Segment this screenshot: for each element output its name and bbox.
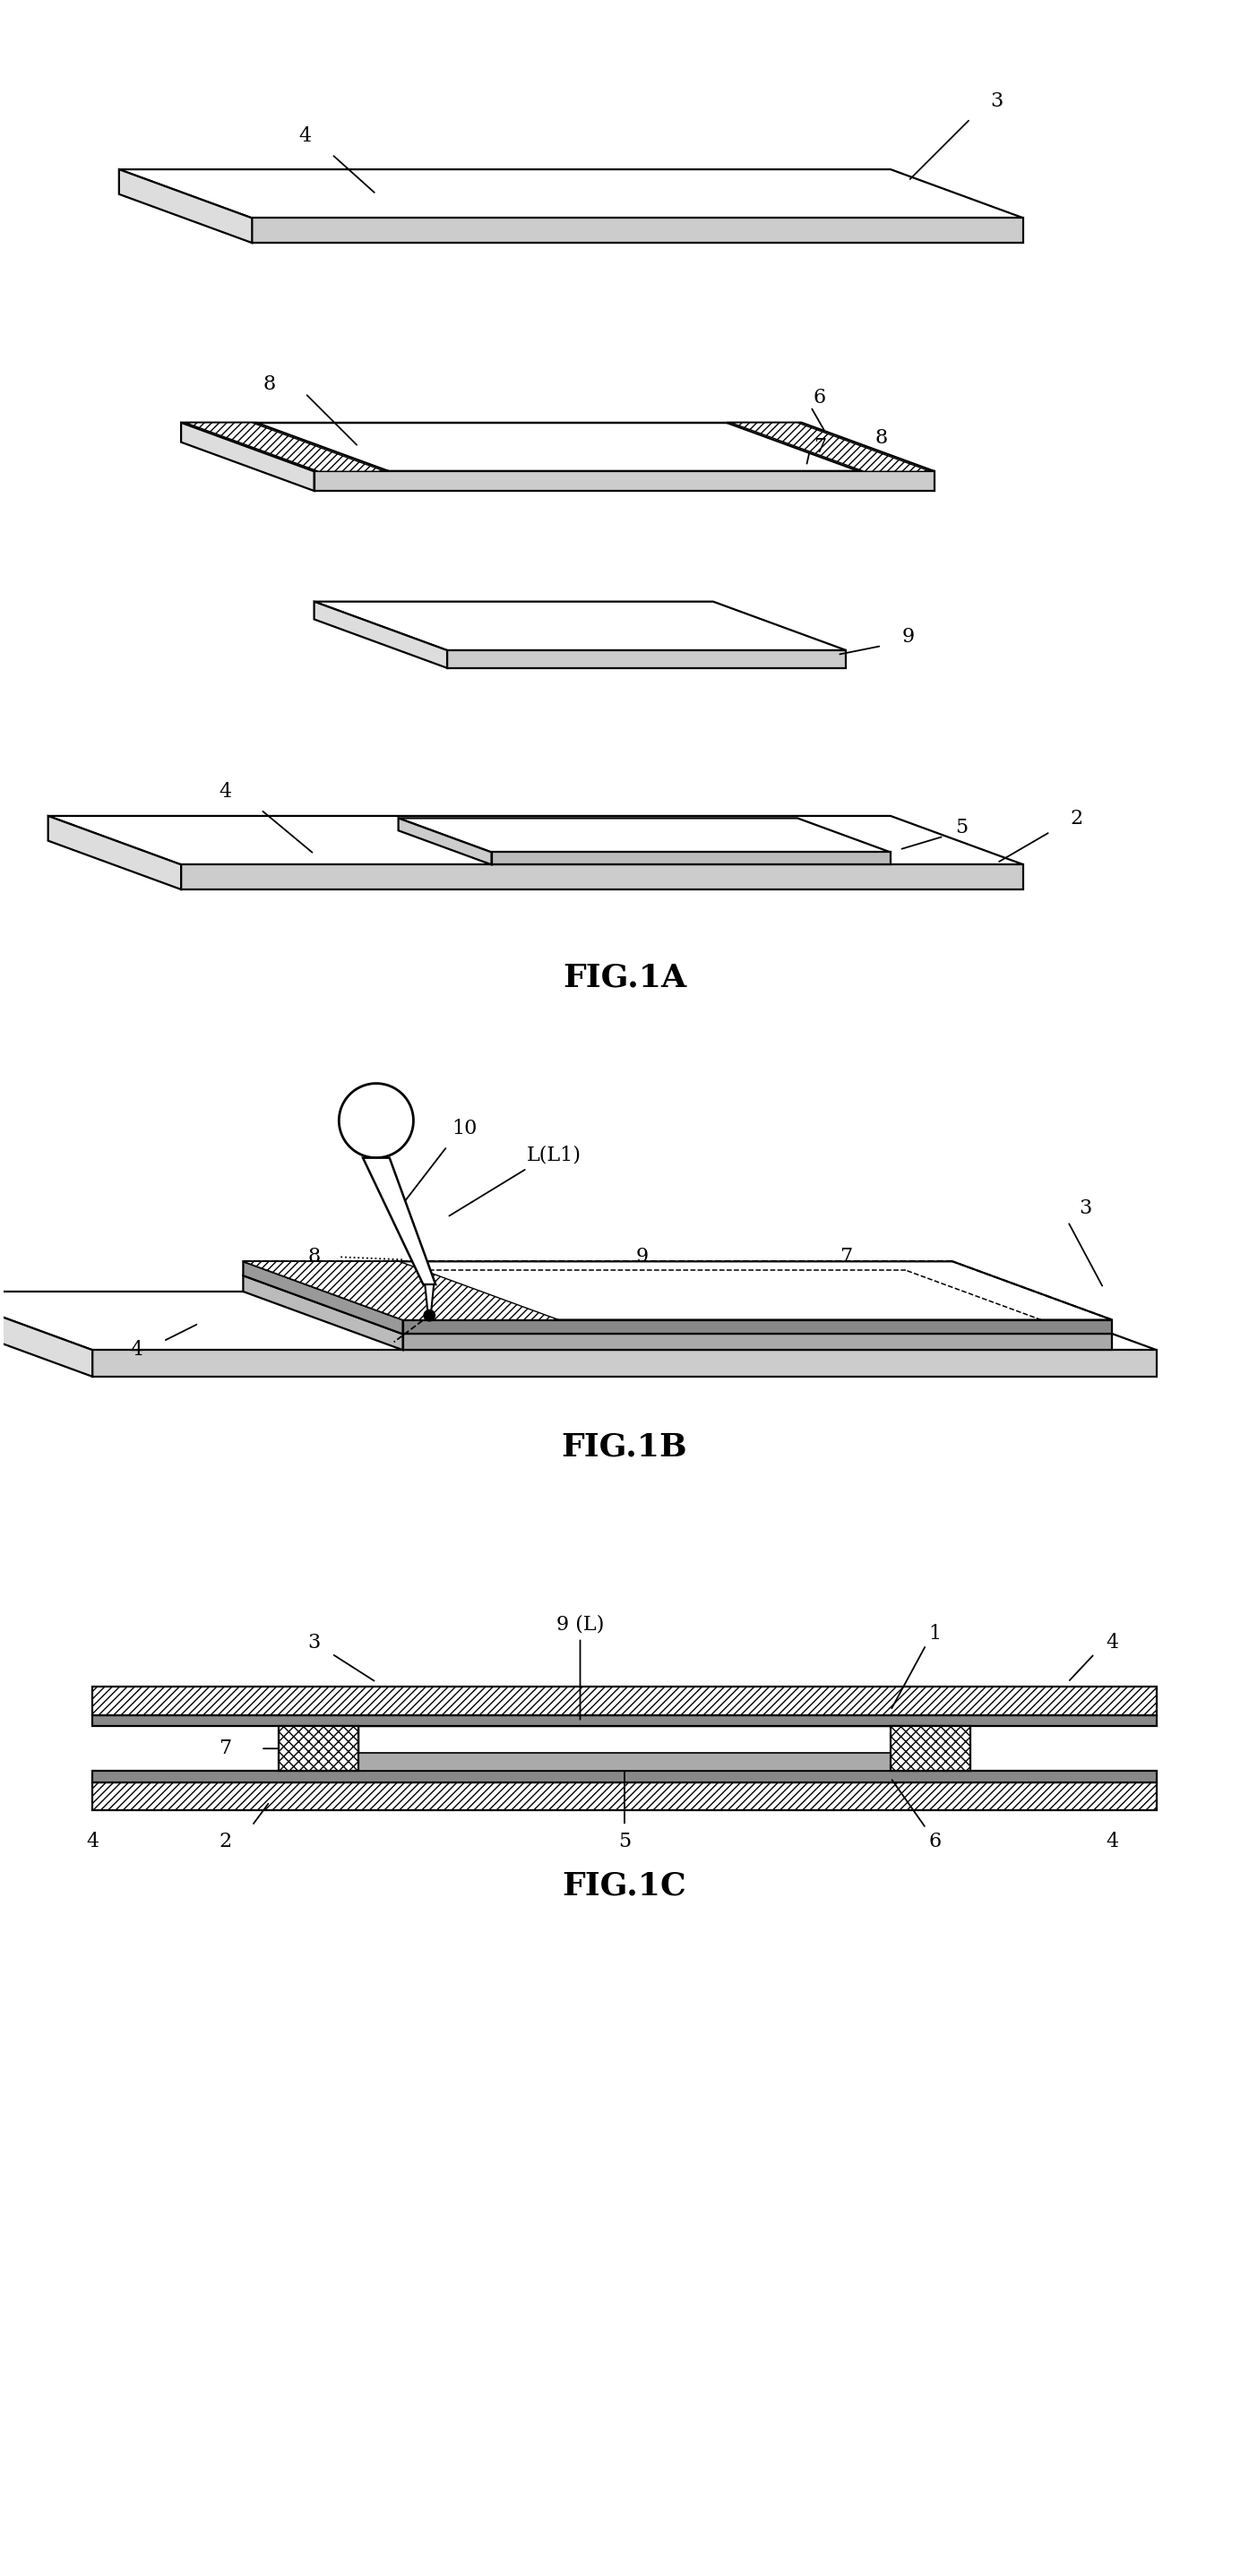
Polygon shape: [244, 1262, 558, 1319]
Text: 2: 2: [1070, 809, 1083, 829]
Polygon shape: [92, 1687, 1157, 1716]
Polygon shape: [313, 603, 847, 649]
Polygon shape: [92, 1716, 1157, 1726]
Text: 4: 4: [1105, 1832, 1119, 1852]
Polygon shape: [92, 1770, 1157, 1783]
Text: 7: 7: [219, 1739, 232, 1759]
Polygon shape: [363, 1157, 436, 1285]
Text: FIG.1C: FIG.1C: [562, 1870, 687, 1901]
Polygon shape: [119, 170, 1024, 219]
Text: 10: 10: [452, 1118, 477, 1139]
Polygon shape: [181, 866, 1024, 889]
Text: 8: 8: [876, 428, 888, 448]
Text: 9: 9: [636, 1247, 648, 1267]
Polygon shape: [425, 1285, 433, 1311]
Text: 4: 4: [219, 783, 232, 801]
Polygon shape: [244, 1262, 1113, 1319]
Polygon shape: [402, 1319, 1113, 1334]
Polygon shape: [244, 1275, 1113, 1334]
Polygon shape: [47, 817, 181, 889]
Polygon shape: [244, 1275, 402, 1350]
Text: 8: 8: [307, 1247, 321, 1267]
Text: 8: 8: [264, 374, 276, 394]
Polygon shape: [181, 422, 390, 471]
Text: 4: 4: [130, 1340, 144, 1360]
Polygon shape: [252, 219, 1024, 242]
Text: 5: 5: [618, 1832, 631, 1852]
Circle shape: [423, 1309, 436, 1321]
Polygon shape: [313, 603, 447, 667]
Polygon shape: [181, 422, 313, 492]
Polygon shape: [491, 853, 891, 866]
Polygon shape: [402, 1334, 1113, 1350]
Polygon shape: [727, 422, 936, 471]
Polygon shape: [47, 817, 1024, 866]
Polygon shape: [891, 1726, 970, 1770]
Text: FIG.1B: FIG.1B: [562, 1432, 687, 1463]
Polygon shape: [0, 1291, 92, 1376]
Text: 3: 3: [307, 1633, 321, 1651]
Text: 7: 7: [813, 438, 826, 456]
Polygon shape: [447, 649, 847, 667]
Text: 1: 1: [928, 1623, 942, 1643]
Polygon shape: [398, 819, 491, 866]
Text: 3: 3: [1079, 1198, 1092, 1218]
Polygon shape: [358, 1754, 891, 1770]
Text: 4: 4: [299, 126, 311, 147]
Text: 9: 9: [902, 626, 914, 647]
Text: 2: 2: [219, 1832, 232, 1852]
Polygon shape: [313, 471, 936, 492]
Polygon shape: [279, 1726, 358, 1770]
Text: 4: 4: [1105, 1633, 1119, 1651]
Polygon shape: [186, 422, 385, 471]
Text: 4: 4: [86, 1832, 99, 1852]
Text: 6: 6: [928, 1832, 942, 1852]
Text: 9 (L): 9 (L): [556, 1615, 605, 1633]
Polygon shape: [731, 422, 931, 471]
Polygon shape: [398, 819, 891, 853]
Polygon shape: [92, 1783, 1157, 1811]
Polygon shape: [244, 1262, 402, 1334]
Polygon shape: [0, 1291, 1157, 1350]
Text: 3: 3: [990, 90, 1003, 111]
Text: 6: 6: [813, 389, 826, 407]
Polygon shape: [358, 1726, 891, 1754]
Text: L(L1): L(L1): [526, 1146, 581, 1164]
Text: 7: 7: [839, 1247, 853, 1267]
Text: 5: 5: [955, 817, 968, 837]
Polygon shape: [92, 1350, 1157, 1376]
Text: FIG.1A: FIG.1A: [562, 963, 687, 994]
Polygon shape: [119, 170, 252, 242]
